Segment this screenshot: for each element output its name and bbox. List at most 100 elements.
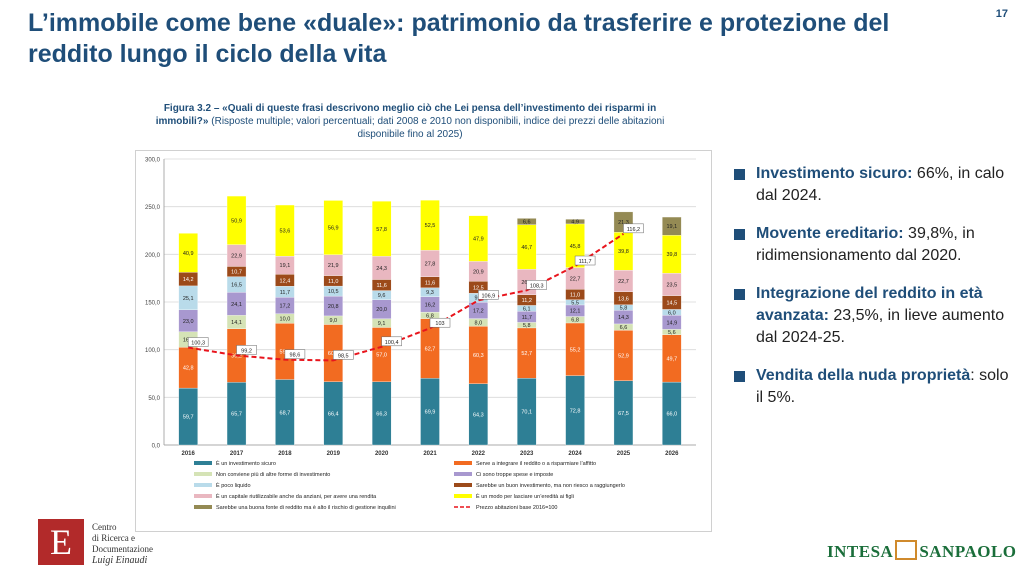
legend-label: Non conviene più di altre forme di inves… xyxy=(216,472,330,478)
bar-data-label: 57,0 xyxy=(376,353,387,359)
bar-data-label: 14,9 xyxy=(666,320,677,326)
y-tick-label: 250,0 xyxy=(145,205,161,211)
y-tick-label: 50,0 xyxy=(148,396,160,402)
bar-data-label: 11,6 xyxy=(376,283,386,289)
legend-swatch xyxy=(194,494,212,498)
bar-data-label: 14,5 xyxy=(666,301,677,307)
price-index-label: 108,3 xyxy=(530,283,544,289)
bar-data-label: 24,1 xyxy=(231,302,242,308)
bar-data-label: 56,2 xyxy=(231,354,242,360)
x-tick-label: 2022 xyxy=(472,451,486,457)
legend-swatch xyxy=(454,472,472,476)
bullet-bare-ownership: Vendita della nuda proprietà: solo il 5%… xyxy=(730,365,1010,409)
bar-data-label: 66,0 xyxy=(666,412,677,418)
bar-data-label: 8,0 xyxy=(475,320,483,326)
bar-segment xyxy=(662,216,682,236)
slide-title: L’immobile come bene «duale»: patrimonio… xyxy=(28,9,890,68)
bar-data-label: 45,8 xyxy=(570,244,581,250)
bar-data-label: 39,8 xyxy=(618,249,629,255)
x-tick-label: 2018 xyxy=(278,451,292,457)
bar-data-label: 72,8 xyxy=(570,408,581,414)
bar-data-label: 11,6 xyxy=(425,280,435,286)
bar-data-label: 14,3 xyxy=(618,315,629,321)
bar-data-label: 12,4 xyxy=(280,278,291,284)
bar-data-label: 17,2 xyxy=(473,308,484,314)
bar-data-label: 57,8 xyxy=(376,227,387,233)
bullet-safe-investment: Investimento sicuro: 66%, in calo dal 20… xyxy=(730,163,1010,207)
bar-data-label: 49,7 xyxy=(666,356,677,362)
bullet-lead: Integrazione del reddito in età avanzata… xyxy=(756,285,983,324)
bar-data-label: 19,1 xyxy=(666,224,677,230)
bar-data-label: 21,3 xyxy=(618,220,629,226)
bar-data-label: 68,7 xyxy=(280,410,291,416)
price-index-label-box xyxy=(429,317,451,328)
bar-data-label: 10,7 xyxy=(231,270,242,276)
legend-swatch xyxy=(454,461,472,465)
price-index-label: 98,6 xyxy=(290,353,301,359)
logo-line: Centro xyxy=(92,522,117,532)
bar-data-label: 6,0 xyxy=(668,310,676,316)
bar-data-label: 21,9 xyxy=(328,263,339,269)
bar-data-label: 16,5 xyxy=(231,283,242,289)
price-index-label-box xyxy=(284,349,306,359)
bar-data-label: 20,0 xyxy=(376,307,387,313)
logo-line: Luigi Einaudi xyxy=(92,555,148,566)
legend-label: Sarebbe una buona fonte di reddito ma è … xyxy=(216,505,396,511)
bar-data-label: 52,5 xyxy=(425,223,436,229)
bar-segment xyxy=(420,200,440,251)
bullet-inheritance: Movente ereditario: 39,8%, in ridimensio… xyxy=(730,223,1010,267)
price-index-label-box xyxy=(526,280,547,290)
legend-swatch xyxy=(194,472,212,476)
bar-data-label: 13,6 xyxy=(618,296,629,302)
x-tick-label: 2021 xyxy=(423,451,437,457)
y-tick-label: 300,0 xyxy=(145,158,161,164)
page-number: 17 xyxy=(995,8,1008,20)
price-index-label-box xyxy=(333,350,354,360)
bar-data-label: 42,8 xyxy=(183,366,194,372)
price-index-label-box xyxy=(236,345,257,355)
bar-data-label: 25,1 xyxy=(183,296,194,302)
bar-data-label: 39,8 xyxy=(666,252,677,258)
legend-swatch xyxy=(194,505,212,509)
x-tick-label: 2026 xyxy=(665,451,679,457)
legend-label: Sarebbe un buon investimento, ma non rie… xyxy=(476,483,625,489)
legend-label: È un modo per lasciare un’eredità ai fig… xyxy=(476,493,574,500)
bullet-square-icon xyxy=(734,169,745,180)
bar-data-label: 14,1 xyxy=(231,320,242,326)
x-tick-label: 2020 xyxy=(375,451,389,457)
legend-swatch xyxy=(194,461,212,465)
legend-label: È poco liquido xyxy=(216,482,251,489)
y-tick-label: 150,0 xyxy=(145,301,161,307)
bar-data-label: 5,8 xyxy=(523,323,531,329)
bar-segment xyxy=(565,219,585,225)
bullet-text: 66%, in calo dal 2024. xyxy=(756,165,1005,204)
bar-data-label: 5,5 xyxy=(571,300,579,306)
x-tick-label: 2016 xyxy=(182,451,196,457)
bullet-square-icon xyxy=(734,371,745,382)
bar-data-label: 5,6 xyxy=(668,330,676,336)
figure-caption-note: (Risposte multiple; valori percentuali; … xyxy=(208,116,665,140)
bar-data-label: 55,2 xyxy=(570,347,581,353)
legend-swatch xyxy=(194,483,212,487)
bar-segment xyxy=(275,204,295,257)
bar-data-label: 11,7 xyxy=(280,290,290,296)
price-index-label: 100,3 xyxy=(191,341,205,347)
bar-data-label: 6,6 xyxy=(620,325,628,331)
bar-data-label: 65,7 xyxy=(231,412,242,418)
price-index-label: 103 xyxy=(435,321,444,327)
bar-segment xyxy=(226,195,247,245)
bullet-lead: Investimento sicuro: xyxy=(756,165,913,182)
bar-data-label: 12,5 xyxy=(473,285,484,291)
bullet-income-integration: Integrazione del reddito in età avanzata… xyxy=(730,283,1010,349)
bar-data-label: 6,8 xyxy=(571,318,579,324)
bar-data-label: 59,7 xyxy=(183,415,194,421)
bar-segment xyxy=(178,233,198,273)
y-tick-label: 200,0 xyxy=(145,253,161,259)
figure-caption-title: Figura 3.2 – «Quali di queste frasi desc… xyxy=(155,103,657,127)
bullet-square-icon xyxy=(734,229,745,240)
bullet-lead: Vendita della nuda proprietà xyxy=(756,367,971,384)
legend-label: È un investimento sicuro xyxy=(216,460,276,467)
bullet-text: 23,5%, in lieve aumento dal 2024-25. xyxy=(756,307,1005,346)
price-index-label-box xyxy=(381,336,402,347)
bar-data-label: 14,2 xyxy=(183,277,194,283)
